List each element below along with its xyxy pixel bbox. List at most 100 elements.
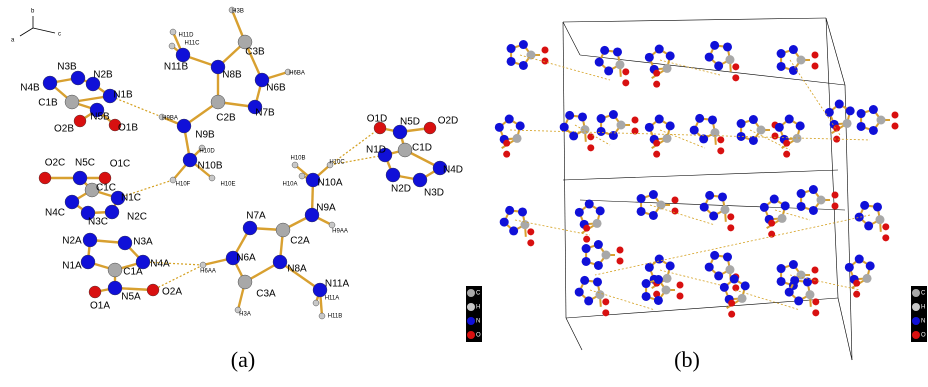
atom: [594, 240, 603, 249]
atom: [645, 123, 654, 132]
atom-label: N10A: [317, 178, 342, 189]
atom: [505, 115, 514, 124]
atom: [741, 281, 750, 290]
atom: [714, 271, 723, 280]
atom: [594, 261, 603, 270]
atom: [602, 298, 609, 305]
atom: [857, 122, 866, 131]
cell-edge: [826, 18, 845, 85]
atom: [655, 255, 664, 264]
atom: [796, 121, 805, 130]
atom: [560, 123, 569, 132]
atom: [520, 220, 529, 229]
atom: [700, 203, 709, 212]
atom: [805, 290, 814, 299]
legend-label: H: [476, 305, 480, 311]
atom: [578, 112, 587, 121]
packing: [495, 18, 899, 360]
atom-label: O1D: [367, 114, 388, 125]
atom: [582, 244, 591, 253]
atom: [542, 58, 549, 65]
atom: [74, 115, 86, 127]
atom-label: N1A: [62, 261, 82, 272]
legend-label: N: [476, 319, 480, 325]
atom: [238, 275, 252, 289]
atom: [593, 219, 602, 228]
legend-label: C: [921, 291, 926, 297]
atom: [663, 134, 672, 143]
atom: [613, 47, 622, 56]
atom: [835, 100, 844, 109]
atom: [655, 115, 664, 124]
atom: [781, 201, 790, 210]
atom: [136, 255, 150, 269]
legend-label: N: [921, 319, 925, 325]
legend-label: C: [476, 291, 481, 297]
atom: [580, 276, 589, 285]
legend-swatch: [912, 317, 920, 325]
atom: [690, 126, 699, 135]
atom: [789, 260, 798, 269]
atom: [825, 108, 834, 117]
atom: [413, 173, 427, 187]
atom-label: C2B: [216, 113, 236, 124]
atom: [645, 53, 654, 62]
atom: [386, 168, 400, 182]
atom-label: O2B: [54, 124, 74, 135]
atom: [653, 70, 660, 77]
atom: [507, 57, 516, 66]
atom: [727, 213, 734, 220]
atom-label: C1C: [96, 183, 116, 194]
atom-label: N3A: [133, 237, 153, 248]
atom: [595, 290, 604, 299]
hydrogen-bond: [575, 125, 610, 145]
atom: [632, 117, 639, 124]
atom: [708, 115, 717, 124]
atom: [147, 284, 159, 296]
atom: [809, 206, 818, 215]
atom-label: H11D: [179, 33, 195, 39]
legend: CHNO: [466, 286, 482, 342]
atom: [832, 203, 839, 210]
atom-label: N7B: [255, 108, 275, 119]
atom: [653, 140, 660, 147]
legend-swatch: [467, 331, 475, 339]
atom: [617, 121, 626, 130]
atom: [790, 276, 799, 285]
atom-label: C1B: [38, 98, 58, 109]
atom-label: N11A: [325, 279, 350, 290]
atom: [709, 211, 718, 220]
atom: [527, 239, 534, 246]
atom: [873, 202, 882, 211]
atom-label: O2D: [438, 116, 459, 127]
atom-label: N1B: [113, 90, 133, 101]
atom: [812, 267, 819, 274]
atom: [662, 286, 671, 295]
caption: (b): [674, 347, 700, 372]
atom-label: C3A: [256, 289, 276, 300]
atom-label: N6A: [236, 253, 256, 264]
atom-label: N1C: [121, 193, 141, 204]
atom-label: N4A: [150, 259, 170, 270]
atom: [604, 66, 613, 75]
atom: [725, 265, 734, 274]
atom-label: H11B: [328, 314, 343, 320]
atom: [882, 234, 889, 241]
atom: [783, 140, 790, 147]
atom-label: N6B: [266, 83, 286, 94]
atom: [882, 223, 889, 230]
atom: [737, 119, 746, 128]
atom-label: N11B: [164, 62, 189, 73]
legend-swatch: [912, 289, 920, 297]
atom: [211, 95, 225, 109]
atom: [677, 282, 684, 289]
atom: [770, 195, 779, 204]
atom: [329, 222, 335, 228]
atom-label: N1D: [366, 145, 386, 156]
atom: [869, 126, 878, 135]
atom: [732, 74, 739, 81]
atom: [81, 255, 95, 269]
atom-label: H10A: [282, 182, 297, 188]
atom: [666, 51, 675, 60]
atom: [672, 197, 679, 204]
